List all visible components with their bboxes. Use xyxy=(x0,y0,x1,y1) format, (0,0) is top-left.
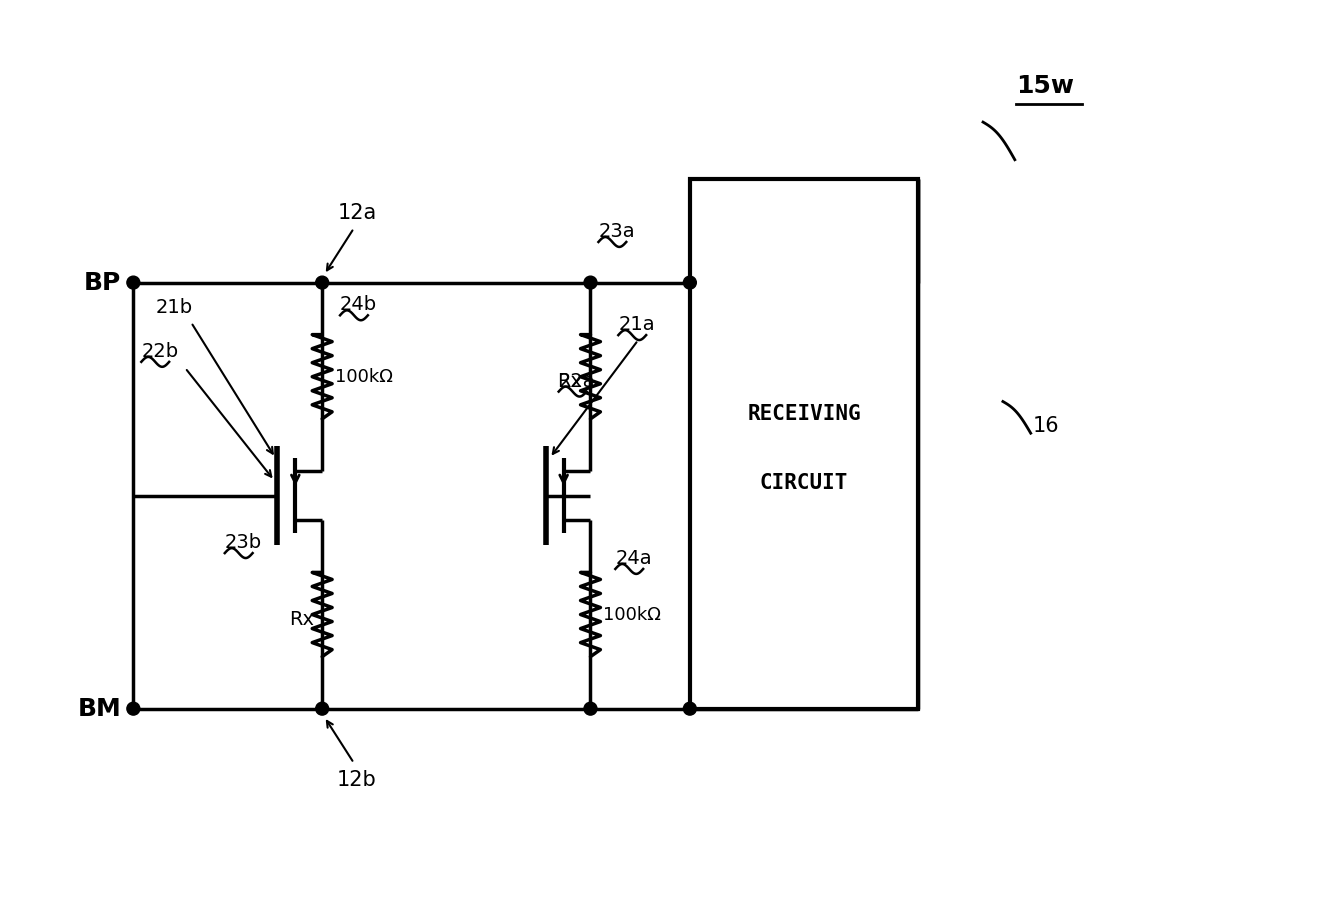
Text: Rx: Rx xyxy=(557,373,582,391)
Circle shape xyxy=(584,702,597,715)
Text: BM: BM xyxy=(77,697,122,721)
Circle shape xyxy=(315,276,329,289)
Text: BP: BP xyxy=(84,271,122,294)
Text: 22a: 22a xyxy=(558,373,596,391)
Text: CIRCUIT: CIRCUIT xyxy=(760,473,848,493)
Bar xyxy=(689,179,918,709)
Text: 12a: 12a xyxy=(337,203,377,223)
Text: 15w: 15w xyxy=(1015,75,1074,98)
Text: 23a: 23a xyxy=(599,221,635,241)
Circle shape xyxy=(127,276,140,289)
Text: 21b: 21b xyxy=(155,298,192,317)
Text: 100kΩ: 100kΩ xyxy=(335,368,393,385)
Text: 24b: 24b xyxy=(341,295,377,314)
Text: 12b: 12b xyxy=(337,770,377,790)
Text: 24a: 24a xyxy=(616,548,652,568)
Text: Rx: Rx xyxy=(289,610,314,629)
Circle shape xyxy=(584,276,597,289)
Circle shape xyxy=(684,276,696,289)
Text: 22b: 22b xyxy=(142,343,179,362)
Text: 100kΩ: 100kΩ xyxy=(604,606,661,623)
Text: 16: 16 xyxy=(1033,416,1059,436)
Text: RECEIVING: RECEIVING xyxy=(747,404,860,424)
Circle shape xyxy=(127,702,140,715)
Text: 21a: 21a xyxy=(619,314,655,333)
Circle shape xyxy=(684,702,696,715)
Circle shape xyxy=(315,702,329,715)
Text: 23b: 23b xyxy=(224,533,262,552)
